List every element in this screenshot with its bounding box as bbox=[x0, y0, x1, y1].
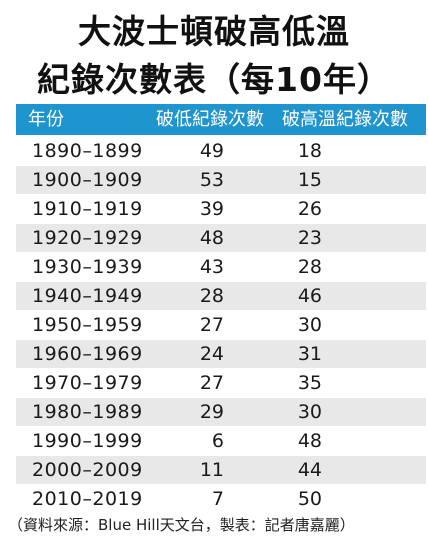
source-note: （資料來源：Blue Hill天文台，製表：記者唐嘉麗） bbox=[8, 514, 426, 536]
cell-year: 1980–1989 bbox=[32, 398, 143, 426]
chart-title-line-1: 大波士頓破高低溫 bbox=[0, 12, 428, 52]
table-row: 1890–1899 49 18 bbox=[16, 137, 426, 165]
table-header: 年份 破低紀錄次數 破高溫紀錄次數 bbox=[16, 104, 426, 135]
cell-high-records: 50 bbox=[274, 485, 322, 513]
cell-low-records: 53 bbox=[176, 166, 224, 194]
cell-low-records: 39 bbox=[176, 195, 224, 223]
table-row: 1930–1939 43 28 bbox=[16, 253, 426, 281]
cell-low-records: 6 bbox=[176, 427, 224, 455]
table-row: 1910–1919 39 26 bbox=[16, 195, 426, 223]
cell-high-records: 28 bbox=[274, 253, 322, 281]
cell-high-records: 30 bbox=[274, 398, 322, 426]
cell-low-records: 27 bbox=[176, 311, 224, 339]
cell-low-records: 49 bbox=[176, 137, 224, 165]
cell-low-records: 43 bbox=[176, 253, 224, 281]
cell-year: 1930–1939 bbox=[32, 253, 143, 281]
table-row: 1950–1959 27 30 bbox=[16, 311, 426, 339]
cell-high-records: 18 bbox=[274, 137, 322, 165]
cell-low-records: 48 bbox=[176, 224, 224, 252]
table-row: 2010–2019 7 50 bbox=[16, 485, 426, 513]
cell-year: 1920–1929 bbox=[32, 224, 143, 252]
cell-year: 1960–1969 bbox=[32, 340, 143, 368]
table-row: 1920–1929 48 23 bbox=[16, 224, 426, 252]
cell-year: 1940–1949 bbox=[32, 282, 143, 310]
table-body: 1890–1899 49 18 1900–1909 53 15 1910–1919 39 26 1… bbox=[16, 137, 426, 514]
table-row: 2000–2009 11 44 bbox=[16, 456, 426, 484]
cell-low-records: 29 bbox=[176, 398, 224, 426]
header-low-records: 破低紀錄次數 bbox=[156, 104, 264, 135]
cell-year: 1970–1979 bbox=[32, 369, 143, 397]
cell-high-records: 23 bbox=[274, 224, 322, 252]
cell-low-records: 28 bbox=[176, 282, 224, 310]
table-row: 1900–1909 53 15 bbox=[16, 166, 426, 194]
cell-high-records: 15 bbox=[274, 166, 322, 194]
cell-year: 2000–2009 bbox=[32, 456, 143, 484]
cell-high-records: 48 bbox=[274, 427, 322, 455]
table-row: 1940–1949 28 46 bbox=[16, 282, 426, 310]
cell-low-records: 11 bbox=[176, 456, 224, 484]
cell-low-records: 24 bbox=[176, 340, 224, 368]
header-year: 年份 bbox=[28, 104, 64, 135]
cell-year: 1890–1899 bbox=[32, 137, 143, 165]
cell-high-records: 44 bbox=[274, 456, 322, 484]
table-row: 1990–1999 6 48 bbox=[16, 427, 426, 455]
chart-title-line-2: 紀錄次數表（每10年） bbox=[0, 60, 428, 100]
header-high-records: 破高溫紀錄次數 bbox=[282, 104, 408, 135]
cell-low-records: 7 bbox=[176, 485, 224, 513]
cell-high-records: 35 bbox=[274, 369, 322, 397]
cell-high-records: 30 bbox=[274, 311, 322, 339]
table-row: 1980–1989 29 30 bbox=[16, 398, 426, 426]
cell-year: 1990–1999 bbox=[32, 427, 143, 455]
cell-high-records: 31 bbox=[274, 340, 322, 368]
cell-high-records: 46 bbox=[274, 282, 322, 310]
cell-year: 1910–1919 bbox=[32, 195, 143, 223]
table-row: 1970–1979 27 35 bbox=[16, 369, 426, 397]
cell-low-records: 27 bbox=[176, 369, 224, 397]
cell-year: 2010–2019 bbox=[32, 485, 143, 513]
table-row: 1960–1969 24 31 bbox=[16, 340, 426, 368]
cell-high-records: 26 bbox=[274, 195, 322, 223]
cell-year: 1950–1959 bbox=[32, 311, 143, 339]
cell-year: 1900–1909 bbox=[32, 166, 143, 194]
